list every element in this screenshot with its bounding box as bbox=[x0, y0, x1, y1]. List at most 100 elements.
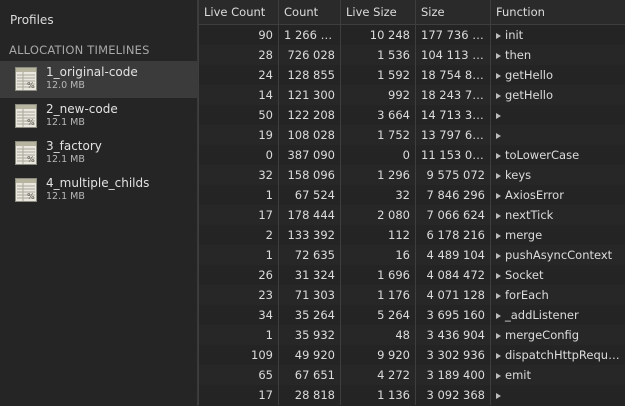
expand-triangle-icon[interactable] bbox=[496, 173, 501, 179]
table-row[interactable]: 50 122 208 3 664 14 713 352 bbox=[198, 105, 625, 125]
live-count-cell: 32 bbox=[198, 165, 279, 185]
expand-triangle-icon[interactable] bbox=[496, 113, 501, 119]
profile-name: 1_original-code bbox=[46, 65, 138, 79]
profile-item[interactable]: % 1_original-code 12.0 MB bbox=[0, 61, 197, 98]
expand-triangle-icon[interactable] bbox=[496, 93, 501, 99]
table-row[interactable]: 23 71 303 1 176 4 071 128 forEach bbox=[198, 285, 625, 305]
size-cell: 104 113 5… bbox=[415, 45, 491, 65]
expand-triangle-icon[interactable] bbox=[496, 333, 501, 339]
table-row[interactable]: 19 108 028 1 752 13 797 656 bbox=[198, 125, 625, 145]
expand-triangle-icon[interactable] bbox=[496, 33, 501, 39]
function-cell: getHello bbox=[490, 85, 625, 105]
count-cell: 133 392 bbox=[278, 225, 341, 245]
live-size-cell: 32 bbox=[340, 185, 416, 205]
spreadsheet-percent-icon: % bbox=[15, 104, 37, 128]
function-cell: mergeConfig bbox=[490, 325, 625, 345]
count-cell: 158 096 bbox=[278, 165, 341, 185]
table-row[interactable]: 28 726 028 1 536 104 113 5… then bbox=[198, 45, 625, 65]
expand-triangle-icon[interactable] bbox=[496, 53, 501, 59]
size-cell: 9 575 072 bbox=[415, 165, 491, 185]
live-size-cell: 2 080 bbox=[340, 205, 416, 225]
live-count-cell: 23 bbox=[198, 285, 279, 305]
table-row[interactable]: 17 178 444 2 080 7 066 624 nextTick bbox=[198, 205, 625, 225]
function-cell: merge bbox=[490, 225, 625, 245]
count-cell: 108 028 bbox=[278, 125, 341, 145]
size-cell: 3 695 160 bbox=[415, 305, 491, 325]
function-cell: forEach bbox=[490, 285, 625, 305]
live-size-cell: 1 592 bbox=[340, 65, 416, 85]
table-row[interactable]: 26 31 324 1 696 4 084 472 Socket bbox=[198, 265, 625, 285]
live-size-cell: 1 176 bbox=[340, 285, 416, 305]
column-header-live-size[interactable]: Live Size bbox=[340, 0, 416, 25]
function-name: AxiosError bbox=[505, 188, 564, 202]
expand-triangle-icon[interactable] bbox=[496, 313, 501, 319]
table-row[interactable]: 1 72 635 16 4 489 104 pushAsyncContext bbox=[198, 245, 625, 265]
profile-item[interactable]: % 2_new-code 12.1 MB bbox=[0, 98, 197, 135]
function-name: emit bbox=[505, 368, 531, 382]
function-cell: emit bbox=[490, 365, 625, 385]
expand-triangle-icon[interactable] bbox=[496, 233, 501, 239]
expand-triangle-icon[interactable] bbox=[496, 393, 501, 399]
expand-triangle-icon[interactable] bbox=[496, 373, 501, 379]
function-name: _addListener bbox=[505, 308, 579, 322]
live-count-cell: 26 bbox=[198, 265, 279, 285]
size-cell: 18 754 864 bbox=[415, 65, 491, 85]
column-header-live-count[interactable]: Live Count bbox=[198, 0, 279, 25]
table-row[interactable]: 34 35 264 5 264 3 695 160 _addListener bbox=[198, 305, 625, 325]
function-cell: then bbox=[490, 45, 625, 65]
table-row[interactable]: 1 67 524 32 7 846 296 AxiosError bbox=[198, 185, 625, 205]
table-row[interactable]: 14 121 300 992 18 243 744 getHello bbox=[198, 85, 625, 105]
live-count-cell: 17 bbox=[198, 205, 279, 225]
table-row[interactable]: 0 387 090 0 11 153 080 toLowerCase bbox=[198, 145, 625, 165]
spreadsheet-percent-icon: % bbox=[15, 67, 37, 91]
table-row[interactable]: 24 128 855 1 592 18 754 864 getHello bbox=[198, 65, 625, 85]
size-cell: 7 066 624 bbox=[415, 205, 491, 225]
column-header-function[interactable]: Function bbox=[490, 0, 625, 25]
spreadsheet-percent-icon: % bbox=[15, 178, 37, 202]
table-row[interactable]: 17 28 818 1 136 3 092 368 bbox=[198, 385, 625, 405]
live-count-cell: 0 bbox=[198, 145, 279, 165]
table-row[interactable]: 2 133 392 112 6 178 216 merge bbox=[198, 225, 625, 245]
expand-triangle-icon[interactable] bbox=[496, 273, 501, 279]
function-name: mergeConfig bbox=[505, 328, 580, 342]
allocation-table: Live Count Count Live Size Size Function… bbox=[198, 0, 625, 405]
table-row[interactable]: 1 35 932 48 3 436 904 mergeConfig bbox=[198, 325, 625, 345]
live-size-cell: 5 264 bbox=[340, 305, 416, 325]
expand-triangle-icon[interactable] bbox=[496, 153, 501, 159]
profile-item[interactable]: % 3_factory 12.1 MB bbox=[0, 135, 197, 172]
table-row[interactable]: 65 67 651 4 272 3 189 400 emit bbox=[198, 365, 625, 385]
column-header-count[interactable]: Count bbox=[278, 0, 341, 25]
svg-text:%: % bbox=[27, 81, 35, 90]
live-count-cell: 14 bbox=[198, 85, 279, 105]
count-cell: 67 524 bbox=[278, 185, 341, 205]
expand-triangle-icon[interactable] bbox=[496, 193, 501, 199]
function-cell: getHello bbox=[490, 65, 625, 85]
function-name: then bbox=[505, 48, 532, 62]
expand-triangle-icon[interactable] bbox=[496, 213, 501, 219]
live-size-cell: 9 920 bbox=[340, 345, 416, 365]
column-header-size[interactable]: Size bbox=[415, 0, 491, 25]
function-name: getHello bbox=[505, 68, 554, 82]
count-cell: 121 300 bbox=[278, 85, 341, 105]
expand-triangle-icon[interactable] bbox=[496, 253, 501, 259]
function-name: toLowerCase bbox=[505, 148, 580, 162]
count-cell: 35 264 bbox=[278, 305, 341, 325]
expand-triangle-icon[interactable] bbox=[496, 133, 501, 139]
profile-item[interactable]: % 4_multiple_childs 12.1 MB bbox=[0, 172, 197, 209]
table-row[interactable]: 90 1 266 843 10 248 177 736 6… init bbox=[198, 24, 625, 45]
size-cell: 3 436 904 bbox=[415, 325, 491, 345]
size-cell: 4 489 104 bbox=[415, 245, 491, 265]
table-row[interactable]: 32 158 096 1 296 9 575 072 keys bbox=[198, 165, 625, 185]
live-count-cell: 28 bbox=[198, 45, 279, 65]
table-body: 90 1 266 843 10 248 177 736 6… init 28 726 028… bbox=[198, 24, 625, 405]
size-cell: 7 846 296 bbox=[415, 185, 491, 205]
live-size-cell: 112 bbox=[340, 225, 416, 245]
expand-triangle-icon[interactable] bbox=[496, 73, 501, 79]
expand-triangle-icon[interactable] bbox=[496, 293, 501, 299]
expand-triangle-icon[interactable] bbox=[496, 353, 501, 359]
size-cell: 4 084 472 bbox=[415, 265, 491, 285]
live-count-cell: 109 bbox=[198, 345, 279, 365]
table-row[interactable]: 109 49 920 9 920 3 302 936 dispatchHttpReque… bbox=[198, 345, 625, 365]
live-count-cell: 65 bbox=[198, 365, 279, 385]
count-cell: 1 266 843 bbox=[278, 24, 341, 45]
